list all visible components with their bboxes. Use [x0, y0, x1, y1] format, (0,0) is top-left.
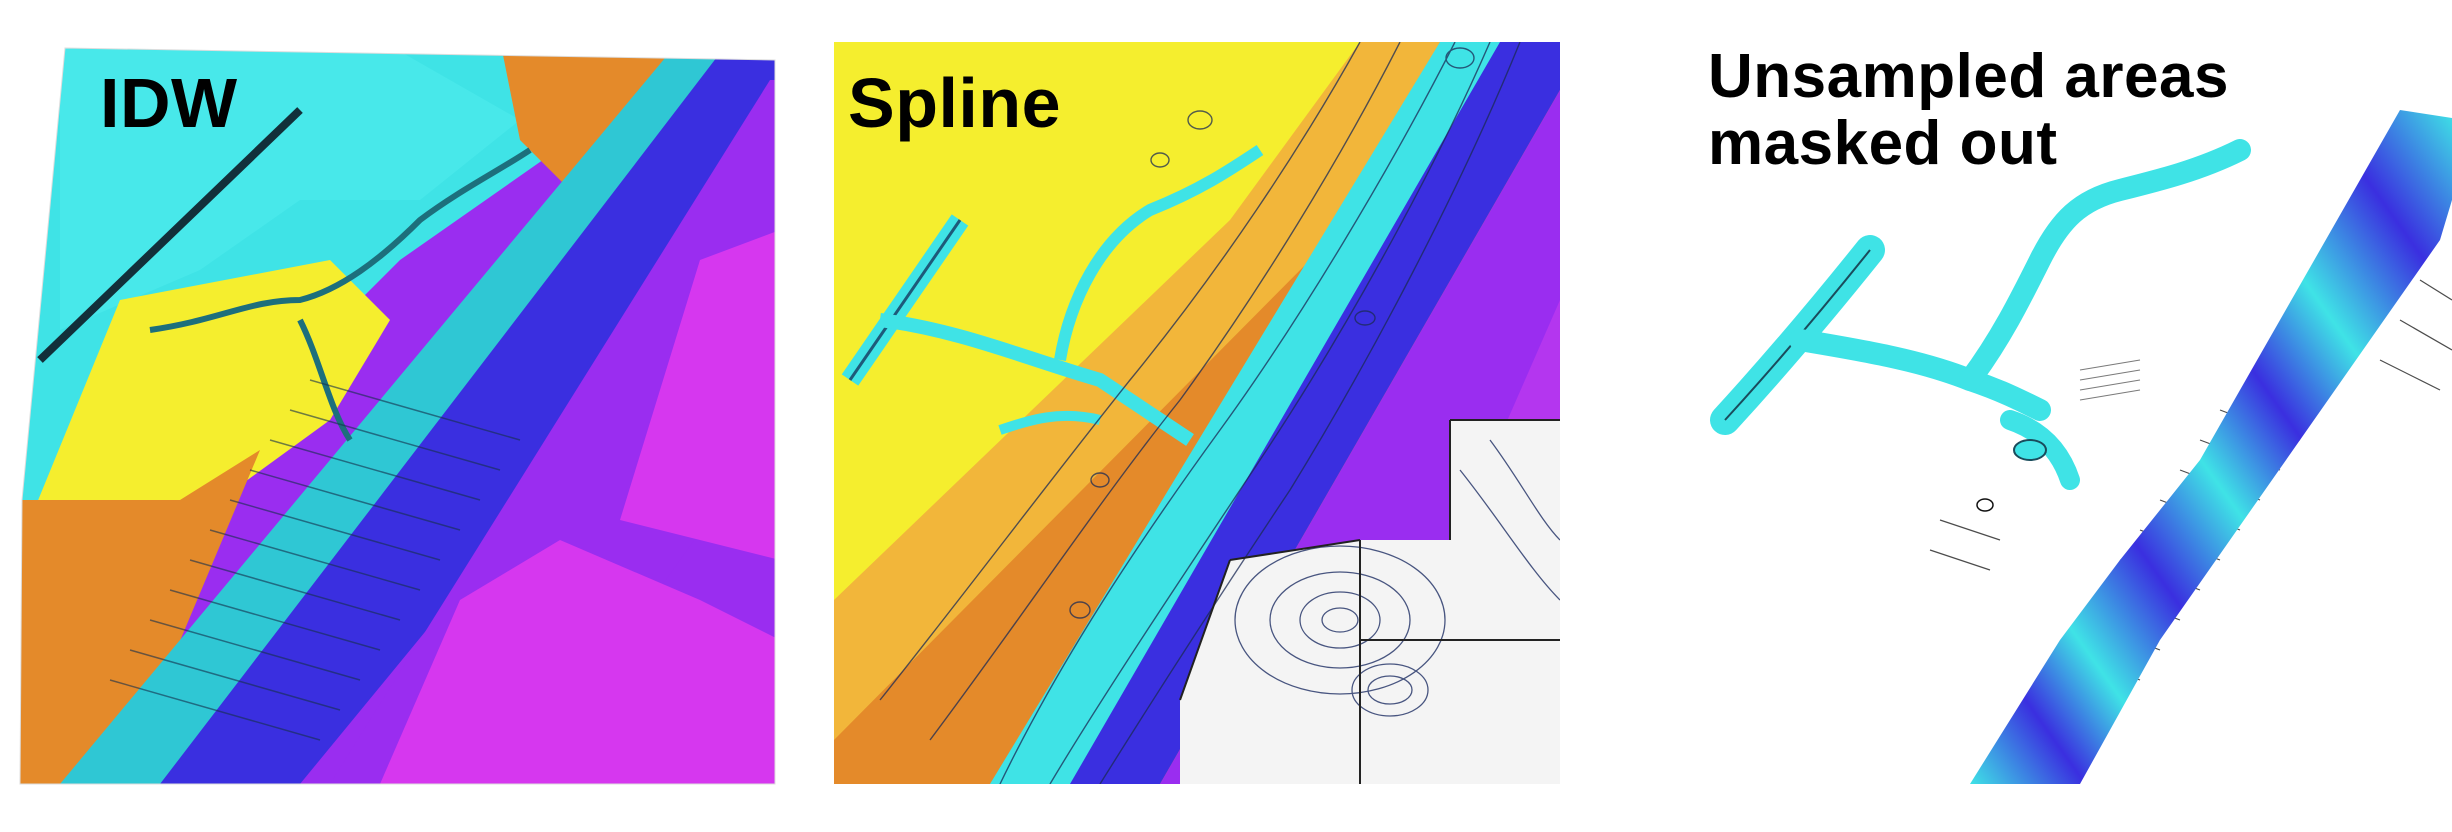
- spline-panel: Spline: [800, 0, 1560, 832]
- idw-surface-map: [19, 47, 776, 785]
- idw-panel: IDW: [0, 0, 780, 832]
- panel-label-idw: IDW: [100, 64, 238, 142]
- panel-label-masked: Unsampled areas masked out: [1708, 42, 2229, 178]
- panel-label-spline: Spline: [848, 64, 1062, 142]
- spline-surface-map: [834, 42, 1560, 784]
- masked-panel: Unsampled areas masked out: [1640, 0, 2452, 832]
- masked-surface-map: [1710, 110, 2452, 784]
